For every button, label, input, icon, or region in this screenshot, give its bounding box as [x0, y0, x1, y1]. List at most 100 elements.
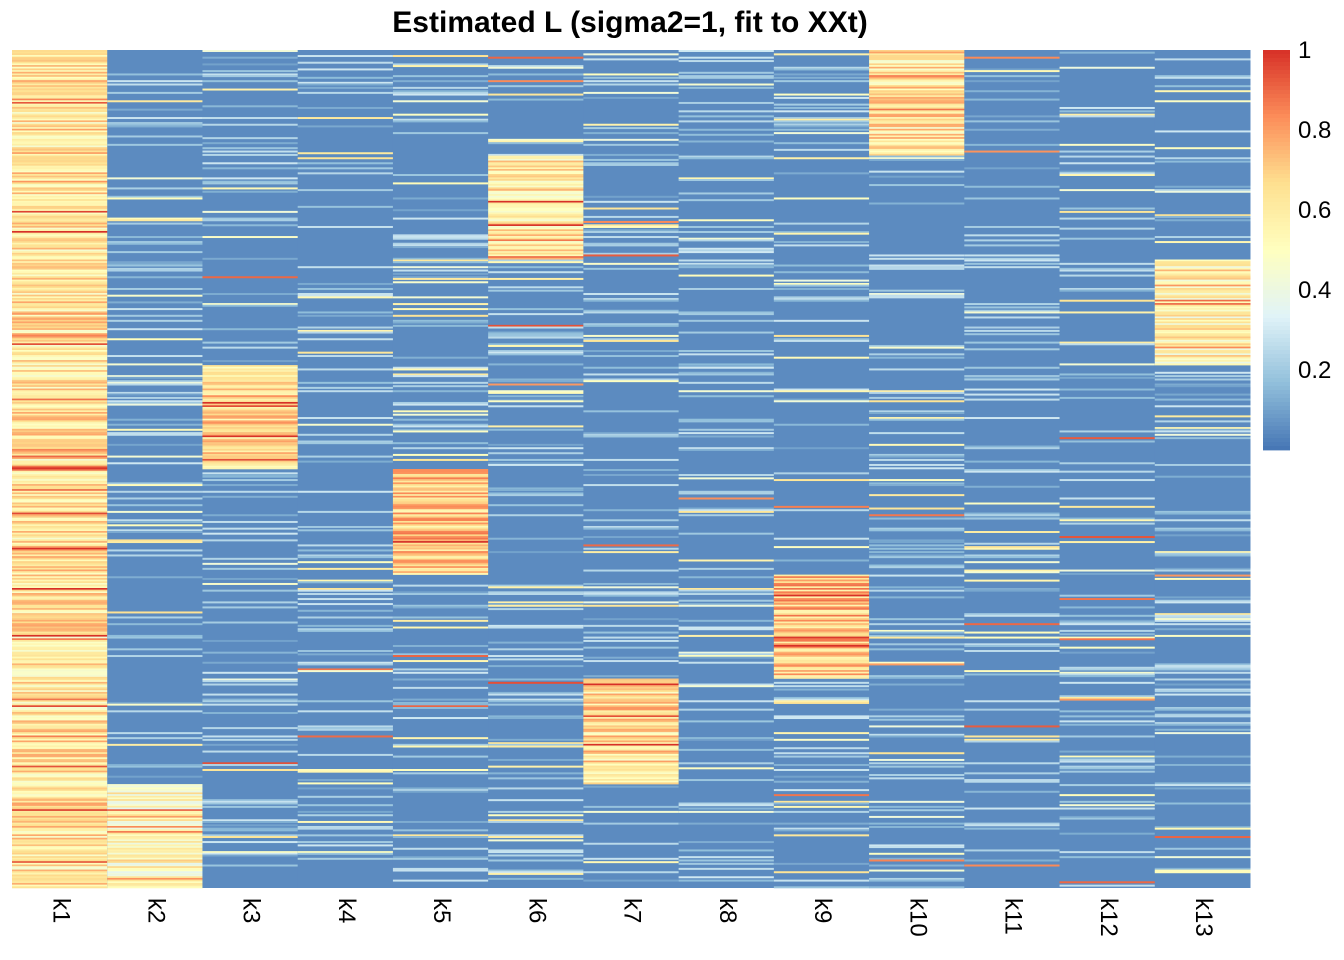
heatmap-cell [107, 884, 203, 887]
heatmap-cell [964, 68, 1061, 71]
heatmap-cell [1059, 735, 1156, 738]
heatmap-cell [12, 184, 108, 187]
heatmap-cell [678, 628, 775, 631]
heatmap-cell [1154, 303, 1251, 306]
heatmap-cell [488, 698, 584, 701]
heatmap-cell [12, 522, 108, 525]
heatmap-cell [1059, 619, 1156, 622]
heatmap-cell [1059, 311, 1156, 314]
heatmap-cell [107, 799, 203, 802]
colorbar-segment [1263, 118, 1290, 123]
heatmap-cell [583, 474, 680, 477]
heatmap-cell [12, 71, 108, 74]
heatmap-cell [583, 58, 680, 61]
heatmap-cell [869, 110, 965, 113]
heatmap-cell [583, 195, 680, 198]
heatmap-cell [488, 331, 584, 334]
heatmap-cell [583, 334, 680, 337]
colorbar-segment [1263, 270, 1290, 275]
heatmap-cell [392, 544, 489, 547]
heatmap-cell [202, 167, 299, 170]
heatmap-cell [678, 287, 775, 290]
heatmap-cell [12, 613, 108, 616]
heatmap-column-background [1154, 50, 1251, 888]
heatmap-cell [1154, 360, 1251, 363]
heatmap-cell [12, 219, 108, 222]
heatmap-cell [12, 365, 108, 368]
heatmap-cell [1059, 572, 1156, 575]
heatmap-cell [202, 385, 299, 388]
heatmap-cell [392, 257, 489, 260]
heatmap-cell [202, 432, 299, 435]
heatmap-cell [773, 619, 870, 622]
heatmap-cell [583, 740, 680, 743]
heatmap-cell [583, 698, 680, 701]
heatmap-cell [869, 631, 965, 634]
heatmap-cell [869, 623, 965, 626]
heatmap-cell [392, 539, 489, 542]
colorbar-segment [1263, 194, 1290, 199]
heatmap-cell [964, 514, 1061, 517]
heatmap-cell [583, 774, 680, 777]
heatmap-cell [488, 772, 584, 775]
heatmap-cell [678, 418, 775, 421]
heatmap-cell [107, 380, 203, 383]
heatmap-cell [12, 406, 108, 409]
heatmap-cell [1059, 817, 1156, 820]
heatmap-cell [488, 174, 584, 176]
colorbar-segment [1263, 370, 1290, 375]
heatmap-cell [202, 453, 299, 456]
heatmap-cell [964, 259, 1061, 262]
heatmap-cell [12, 695, 108, 698]
colorbar-segment [1263, 274, 1290, 279]
heatmap-cell [869, 463, 965, 466]
heatmap-cell [107, 810, 203, 813]
heatmap-cell [964, 859, 1061, 862]
colorbar-segment [1263, 302, 1290, 307]
colorbar-segment [1263, 330, 1290, 335]
heatmap-cell [12, 879, 108, 882]
heatmap-cell [488, 665, 584, 668]
heatmap-cell [488, 591, 584, 594]
heatmap-cell [869, 718, 965, 721]
heatmap-cell [678, 199, 775, 202]
heatmap-cell [12, 348, 108, 351]
heatmap-cell [1154, 301, 1251, 304]
heatmap-cell [12, 717, 108, 720]
heatmap-cell [202, 457, 299, 460]
heatmap-cell [488, 219, 584, 222]
heatmap-cell [202, 799, 299, 802]
heatmap-cell [107, 807, 203, 810]
heatmap-cell [297, 804, 394, 807]
heatmap-cell [107, 851, 203, 854]
heatmap-cell [297, 728, 394, 731]
heatmap-cell [678, 237, 775, 240]
heatmap-cell [12, 220, 108, 223]
heatmap-cell [392, 93, 489, 96]
heatmap-cell [202, 210, 299, 213]
heatmap-cell [964, 623, 1061, 626]
heatmap-cell [392, 547, 489, 550]
heatmap-cell [107, 497, 203, 500]
colorbar-segment [1263, 354, 1290, 359]
heatmap-cell [1059, 376, 1156, 379]
heatmap-cell [12, 490, 108, 493]
heatmap-cell [297, 390, 394, 393]
heatmap-column-k7 [583, 50, 680, 888]
heatmap-cell [202, 562, 299, 565]
heatmap-cell [202, 328, 299, 331]
heatmap-cell [202, 408, 299, 411]
heatmap-cell [12, 177, 108, 180]
heatmap-cell [392, 375, 489, 378]
heatmap-cell [202, 386, 299, 389]
heatmap-cell [678, 810, 775, 813]
heatmap-cell [869, 123, 965, 126]
heatmap-cell [964, 579, 1061, 582]
heatmap-cell [297, 588, 394, 590]
heatmap-cell [678, 593, 775, 595]
heatmap-cell [678, 448, 775, 451]
heatmap-cell [12, 541, 108, 544]
heatmap-cell [392, 678, 489, 681]
heatmap-cell [583, 262, 680, 265]
heatmap-cell [488, 390, 584, 393]
